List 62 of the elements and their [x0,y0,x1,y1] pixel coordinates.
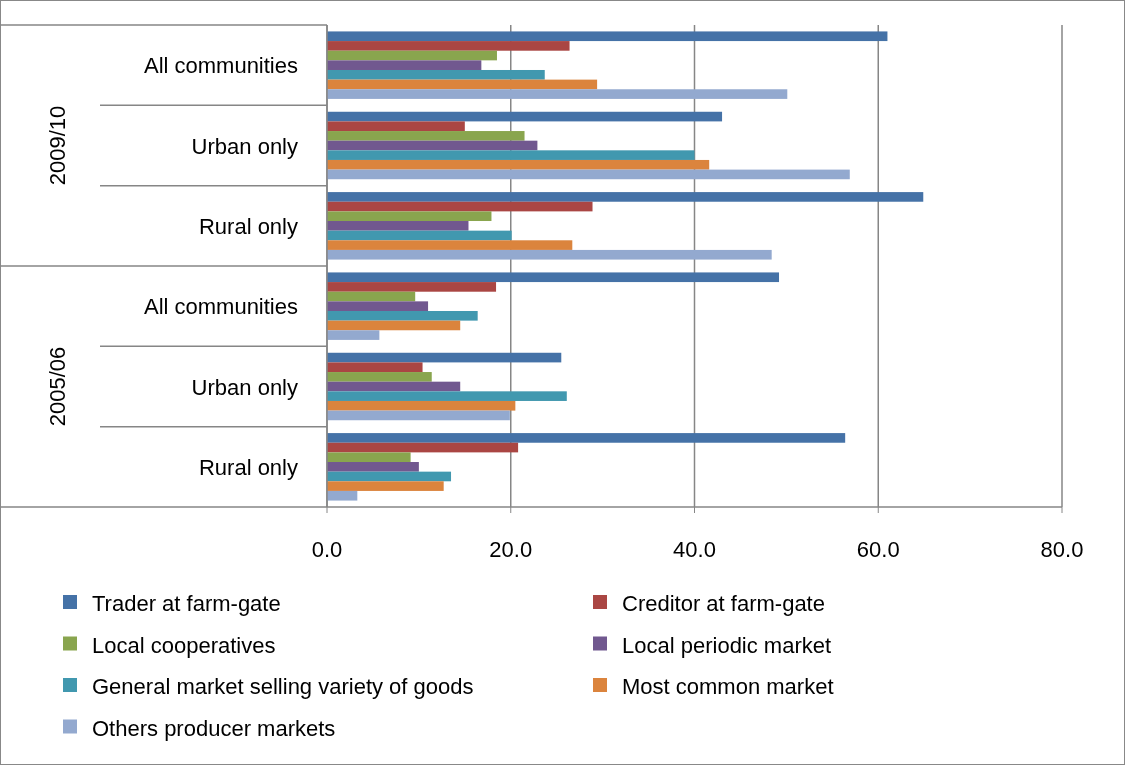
bar [327,150,695,160]
bar [327,481,444,491]
x-tick-label: 40.0 [673,537,716,562]
bar [327,140,538,151]
bar [327,291,416,302]
bar [327,372,432,382]
bar [327,320,461,331]
bar [327,221,469,231]
bar [327,352,562,363]
bar [327,31,888,42]
y-tick-label: All communities [143,53,298,79]
x-tick-label: 80.0 [1040,537,1084,562]
bar [327,121,465,132]
bar [327,131,525,141]
bar [327,60,482,70]
bar [327,89,788,99]
y-tick-label: Urban only [191,133,298,159]
legend-label: Most common market [622,674,834,699]
bar [327,159,710,170]
bar [327,410,510,421]
text: 2005/06 [45,346,70,427]
legend-label: Trader at farm-gate [92,591,281,616]
x-tick-label: 60.0 [856,537,900,562]
legend-label: Local cooperatives [92,632,276,658]
x-tick-label: 20.0 [489,537,533,562]
bar [327,249,772,260]
bar [327,381,461,392]
y-tick-label: Rural only [198,213,298,239]
legend-label: Local periodic market [622,632,832,658]
bar [327,433,846,443]
bar [327,301,429,311]
bar [327,452,411,463]
y-tick-label: Rural only [198,454,298,480]
x-tick-label: 0.0 [311,537,343,562]
legend-label: General market selling variety of goods [92,674,474,699]
bar [327,201,593,212]
bar [327,169,850,180]
y-tick-label: All communities [143,294,298,320]
text: 2009/10 [45,105,70,186]
bar [327,471,452,482]
bar [327,111,723,122]
bar [327,230,512,241]
bar [327,490,358,501]
bar [327,400,516,411]
bar [327,282,497,292]
bar [327,362,423,373]
bar [327,272,780,283]
bar [327,391,567,401]
bar [327,240,573,250]
bar [327,192,924,202]
bar [327,211,492,222]
legend-label: Creditor at farm-gate [622,591,825,616]
bar [327,41,570,51]
bar [327,79,598,90]
bar [327,69,545,80]
y-tick-label: Urban only [191,374,298,400]
bar [327,330,380,340]
bar [327,442,519,453]
bar [327,50,497,61]
legend-label: Others producer markets [92,715,336,741]
bar [327,462,419,472]
bar [327,310,478,321]
